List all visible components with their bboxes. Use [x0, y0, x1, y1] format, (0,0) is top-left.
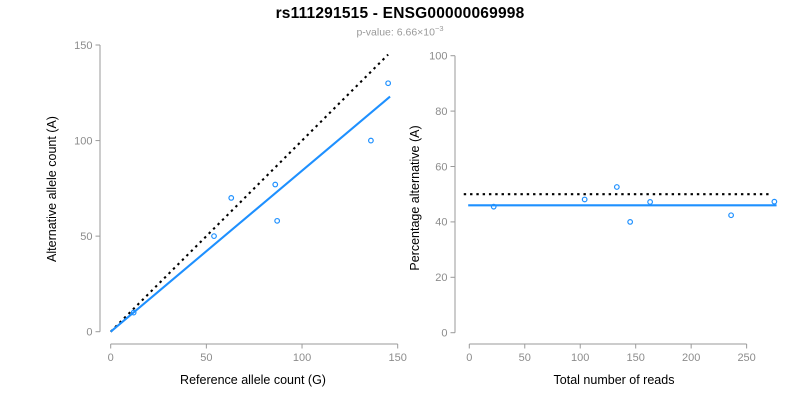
y-tick-label: 80 [435, 106, 447, 118]
data-point [647, 199, 654, 205]
y-tick-label: 50 [80, 231, 92, 243]
y-axis-title: Alternative allele count (A) [45, 116, 59, 262]
x-tick-label: 50 [200, 352, 212, 364]
data-point [771, 198, 778, 205]
figure-subtitle: p-value: 6.66×10−3 [0, 24, 800, 39]
x-tick-label: 200 [682, 352, 700, 364]
data-point [627, 218, 634, 225]
data-point [385, 80, 392, 87]
data-point [728, 212, 734, 219]
y-tick-label: 60 [435, 161, 447, 173]
x-tick-label: 150 [627, 352, 645, 364]
x-tick-label: 250 [737, 352, 755, 364]
y-tick-label: 20 [435, 272, 447, 284]
data-point [130, 309, 137, 316]
y-tick-label: 0 [441, 328, 447, 340]
data-point [613, 184, 620, 190]
x-axis-title: Reference allele count (G) [180, 373, 326, 387]
x-tick-label: 0 [466, 352, 472, 364]
data-point [272, 181, 279, 188]
y-axis-title: Percentage alternative (A) [408, 125, 422, 270]
x-tick-label: 100 [571, 352, 589, 364]
x-tick-label: 150 [389, 352, 407, 364]
y-tick-label: 40 [435, 217, 447, 229]
data-point [581, 196, 588, 203]
data-point [228, 195, 235, 201]
data-point [490, 203, 497, 210]
y-tick-label: 100 [74, 135, 92, 147]
x-axis-title: Total number of reads [554, 373, 675, 387]
y-tick-label: 100 [429, 51, 447, 63]
identity-line [109, 53, 389, 333]
data-point [211, 233, 217, 240]
figure-title: rs111291515 - ENSG00000069998 [275, 5, 525, 22]
pvalue-exponent: −3 [434, 24, 444, 33]
x-tick-label: 50 [519, 352, 531, 364]
x-tick-label: 100 [293, 352, 311, 364]
x-tick-label: 0 [108, 352, 114, 364]
y-tick-label: 0 [86, 327, 92, 339]
data-point [368, 137, 374, 144]
y-tick-label: 150 [74, 40, 92, 52]
data-point [274, 217, 281, 224]
fit-line [110, 95, 391, 333]
pvalue-label: p-value: 6.66×10 [356, 26, 435, 39]
